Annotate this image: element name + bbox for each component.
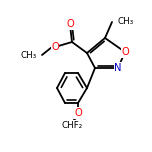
Text: O: O — [66, 19, 74, 29]
Text: CHF₂: CHF₂ — [61, 121, 83, 130]
Text: O: O — [51, 42, 59, 52]
Text: O: O — [74, 108, 82, 118]
Text: N: N — [114, 63, 122, 73]
Text: O: O — [121, 47, 129, 57]
Text: CH₃: CH₃ — [117, 17, 133, 26]
Text: CH₃: CH₃ — [21, 50, 37, 59]
